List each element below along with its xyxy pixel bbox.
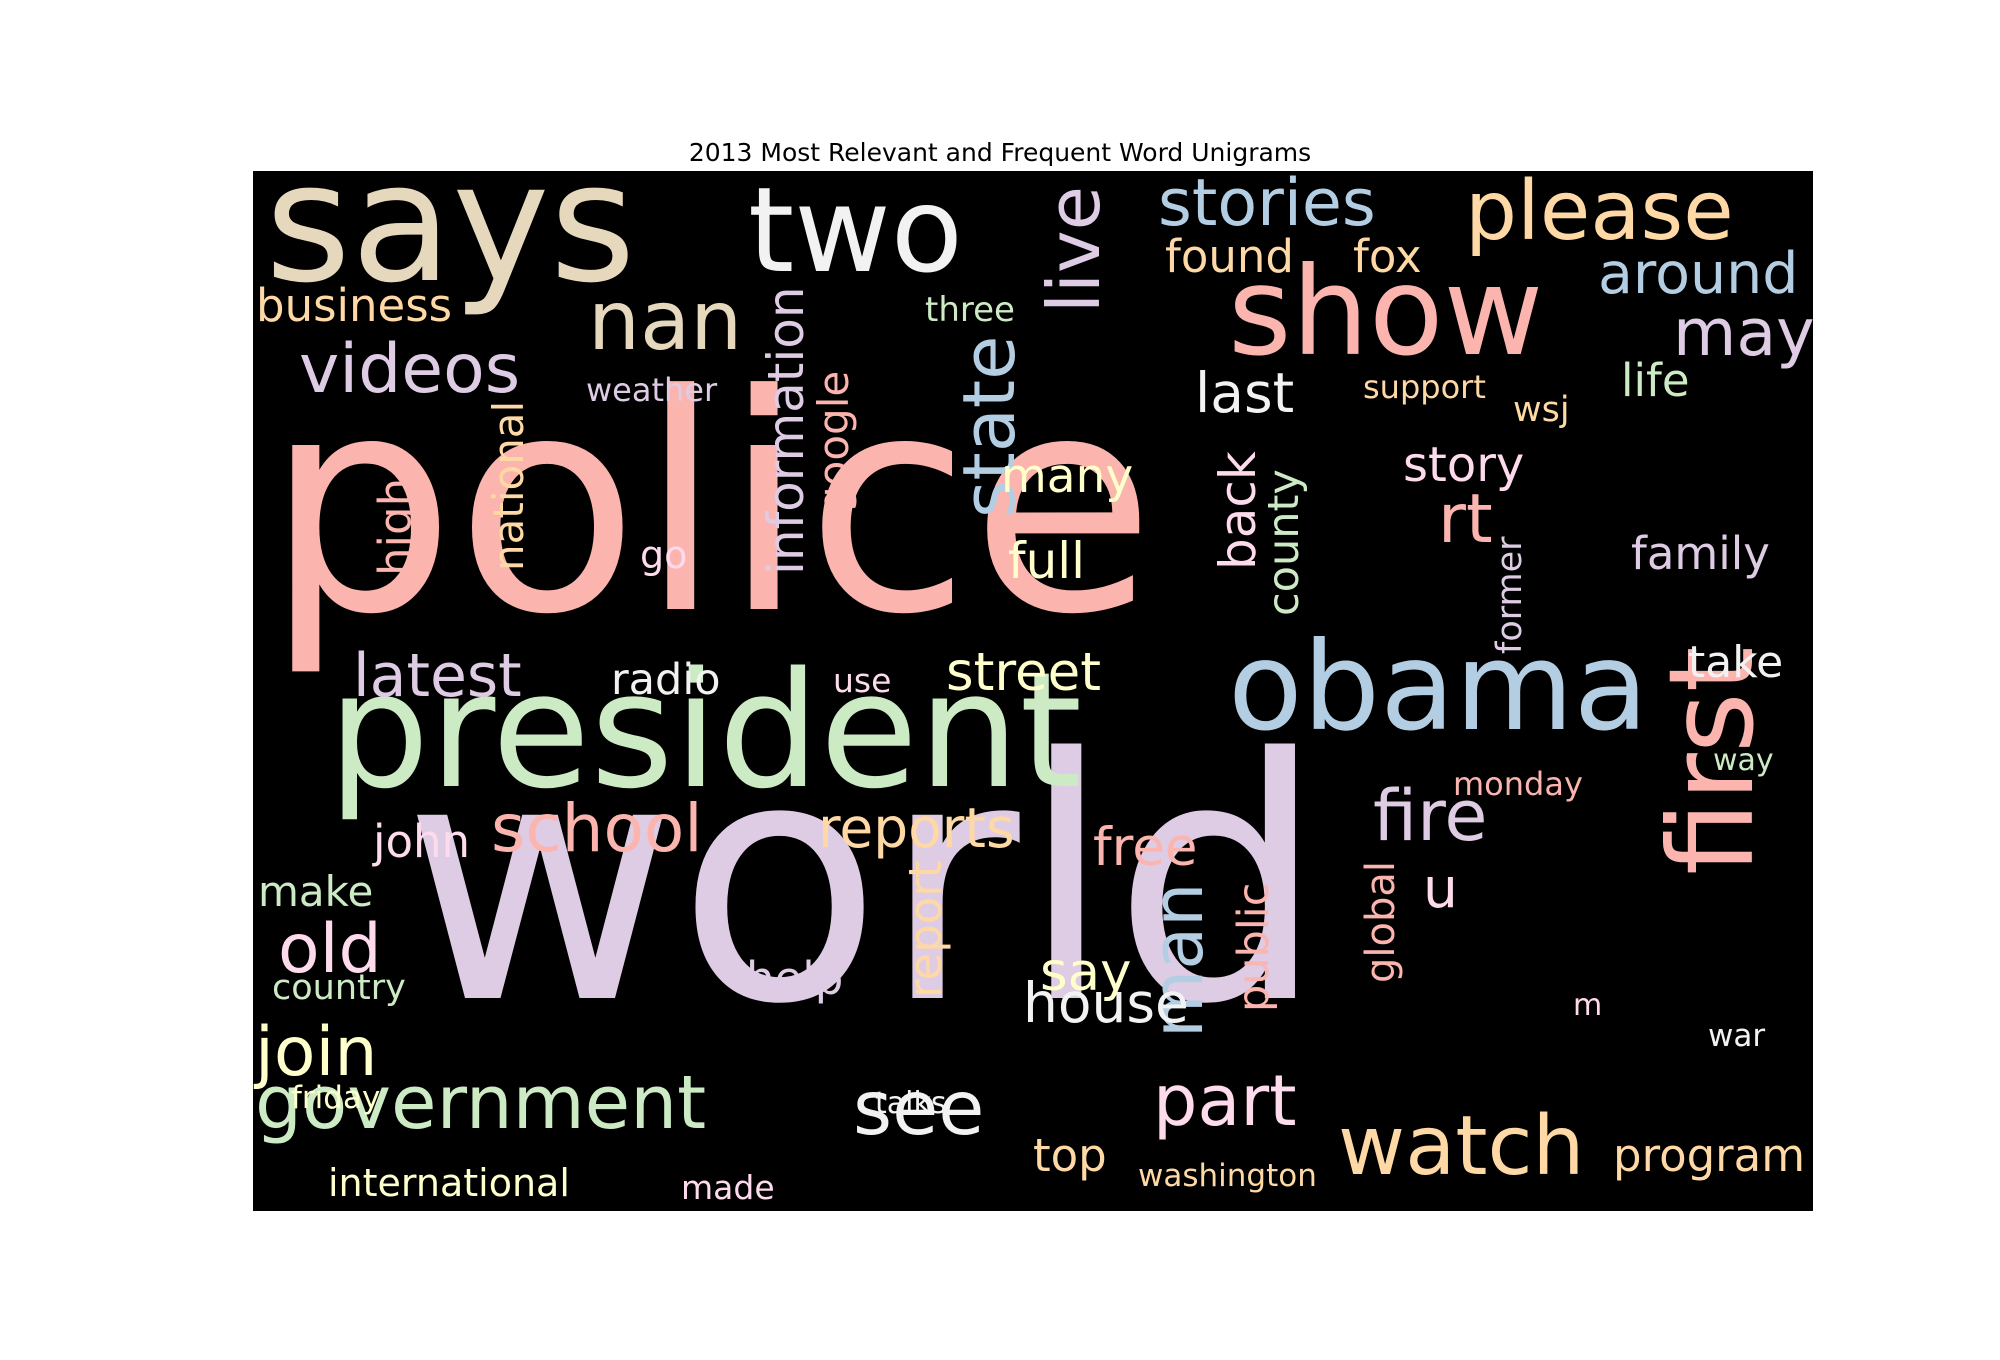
word-monday: monday xyxy=(1453,765,1583,803)
word-support: support xyxy=(1363,368,1486,406)
word-national: national xyxy=(484,400,533,571)
word-county: county xyxy=(1259,469,1309,616)
word-obama: obama xyxy=(1228,616,1649,758)
word-police: police xyxy=(265,331,1156,680)
word-made: made xyxy=(681,1168,775,1207)
word-last: last xyxy=(1195,361,1295,425)
word-government: government xyxy=(255,1060,707,1146)
word-top: top xyxy=(1033,1129,1107,1182)
word-show: show xyxy=(1228,241,1544,383)
word-take: take xyxy=(1688,637,1784,688)
word-family: family xyxy=(1631,527,1770,580)
word-two: two xyxy=(748,171,963,299)
word-says: says xyxy=(265,171,636,319)
word-google: google xyxy=(809,370,858,513)
word-old: old xyxy=(278,910,382,989)
word-use: use xyxy=(833,661,892,700)
word-cloud-canvas: police world president says two show obama firs… xyxy=(253,171,1813,1211)
word-u: u xyxy=(1423,856,1458,920)
word-nan: nan xyxy=(588,274,743,369)
word-life: life xyxy=(1621,354,1690,407)
word-please: please xyxy=(1465,171,1734,259)
word-live: live xyxy=(1032,186,1116,313)
word-street: street xyxy=(946,642,1102,703)
word-international: international xyxy=(328,1161,570,1205)
word-information: information xyxy=(757,286,815,575)
word-free: free xyxy=(1093,817,1198,878)
word-join: join xyxy=(255,1013,378,1092)
word-friday: friday xyxy=(291,1080,381,1116)
word-washington: washington xyxy=(1138,1158,1317,1194)
word-former: former xyxy=(1490,536,1530,654)
word-go: go xyxy=(640,533,688,577)
word-house: house xyxy=(1023,971,1189,1035)
word-reports: reports xyxy=(818,796,1015,860)
word-videos: videos xyxy=(299,330,521,409)
word-part: part xyxy=(1153,1060,1297,1142)
word-fox: fox xyxy=(1353,230,1422,283)
word-country: country xyxy=(272,968,406,1008)
word-radio: radio xyxy=(611,655,721,705)
word-three: three xyxy=(925,290,1015,330)
word-help: help xyxy=(746,952,844,1005)
word-found: found xyxy=(1165,230,1294,283)
word-stories: stories xyxy=(1158,171,1376,241)
word-global: global xyxy=(1358,861,1404,983)
word-m: m xyxy=(1573,988,1603,1023)
word-make: make xyxy=(258,867,374,916)
word-story: story xyxy=(1403,437,1525,493)
word-wsj: wsj xyxy=(1513,390,1570,430)
word-public: public xyxy=(1229,882,1279,1012)
word-report: report xyxy=(899,860,952,998)
word-say: say xyxy=(1040,942,1132,1003)
word-world: world xyxy=(403,688,1326,1078)
word-see: see xyxy=(853,1064,985,1152)
word-john: john xyxy=(373,815,471,868)
word-program: program xyxy=(1613,1129,1806,1182)
figure-title: 2013 Most Relevant and Frequent Word Uni… xyxy=(688,138,1312,167)
word-around: around xyxy=(1598,241,1799,307)
word-school: school xyxy=(491,790,703,867)
word-high: high xyxy=(369,477,422,576)
word-watch: watch xyxy=(1338,1099,1585,1194)
word-war: war xyxy=(1708,1018,1766,1054)
word-fire: fire xyxy=(1373,775,1488,857)
word-many: many xyxy=(1001,449,1134,504)
word-back: back xyxy=(1209,451,1267,570)
word-rt: rt xyxy=(1438,480,1493,559)
word-latest: latest xyxy=(353,641,522,711)
word-way: way xyxy=(1713,743,1774,778)
word-business: business xyxy=(256,279,453,332)
word-president: president xyxy=(328,637,1083,824)
word-full: full xyxy=(1008,532,1086,590)
word-talks: talks xyxy=(875,1086,947,1121)
word-weather: weather xyxy=(586,371,718,409)
word-may: may xyxy=(1673,296,1813,371)
